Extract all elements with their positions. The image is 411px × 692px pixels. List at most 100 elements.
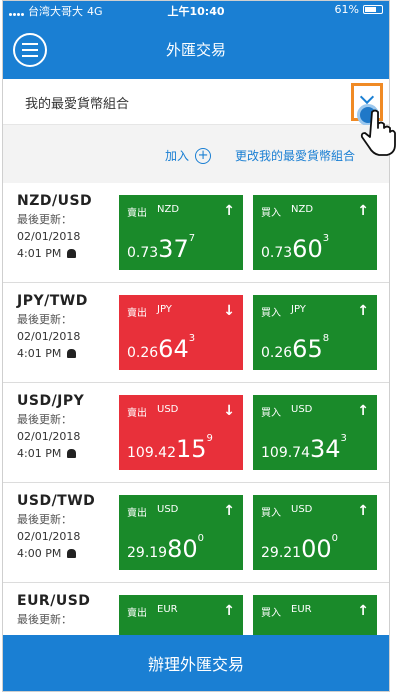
price-fraction: 0 — [331, 533, 339, 544]
quote-side-label: 賣出 — [127, 607, 147, 619]
pair-name: USD/JPY — [17, 393, 85, 409]
quote-label-group: 賣出 EUR — [127, 604, 178, 619]
sell-quote-button[interactable]: 賣出 USD ↑ 29.19800 — [119, 495, 243, 570]
update-time-row: 4:01 PM — [17, 345, 117, 362]
pair-row: JPY/TWD 最後更新： 02/01/2018 4:01 PM 賣出 JPY ↓ 0.266… — [3, 283, 389, 383]
quote-currency: EUR — [291, 603, 312, 615]
pair-name: JPY/TWD — [17, 293, 88, 309]
change-favorites-link[interactable]: 更改我的最愛貨幣組合 — [235, 149, 356, 163]
bell-icon[interactable] — [67, 449, 77, 458]
quote-label-group: 賣出 USD — [127, 504, 178, 519]
quote-label-group: 賣出 JPY — [127, 304, 172, 319]
pair-row: USD/TWD 最後更新： 02/01/2018 4:00 PM 賣出 USD ↑ 29.19… — [3, 483, 389, 583]
pair-row: NZD/USD 最後更新： 02/01/2018 4:01 PM 賣出 NZD ↑ 0.733… — [3, 183, 389, 283]
menu-icon-line — [22, 55, 38, 57]
quote-header: 買入 NZD ↑ — [261, 203, 369, 219]
quote-header: 賣出 USD ↑ — [127, 503, 235, 519]
arrow-up-icon: ↑ — [357, 403, 369, 419]
sell-quote-button[interactable]: 賣出 USD ↓ 109.42159 — [119, 395, 243, 470]
price-pips: 64 — [158, 335, 189, 363]
plus-circle-icon: + — [195, 147, 212, 164]
currency-pair-list: NZD/USD 最後更新： 02/01/2018 4:01 PM 賣出 NZD ↑ 0.733… — [3, 183, 389, 683]
quote-side-label: 買入 — [261, 307, 281, 319]
quote-side-label: 賣出 — [127, 507, 147, 519]
update-time-row: 4:00 PM — [17, 545, 117, 562]
add-link[interactable]: 加入 + — [165, 147, 212, 164]
price-pips: 80 — [167, 535, 198, 563]
update-time: 4:01 PM — [17, 447, 62, 460]
price-prefix: 0.73 — [261, 245, 293, 261]
status-time: 上午10:40 — [167, 5, 225, 18]
quote-price: 0.26643 — [127, 333, 235, 363]
update-date: 02/01/2018 — [17, 430, 81, 443]
status-left: 台湾大哥大 4G — [9, 3, 103, 19]
price-pips: 37 — [158, 235, 189, 263]
page-title: 外匯交易 — [165, 41, 226, 59]
quote-currency: USD — [291, 403, 313, 415]
quote-currency: JPY — [291, 303, 306, 315]
menu-icon-line — [22, 43, 38, 45]
quote-side-label: 買入 — [261, 407, 281, 419]
buy-quote-button[interactable]: 買入 JPY ↑ 0.26658 — [253, 295, 377, 370]
menu-button[interactable] — [13, 33, 47, 67]
buy-quote-button[interactable]: 買入 USD ↑ 109.74343 — [253, 395, 377, 470]
phone-screen: 台湾大哥大 4G 上午10:40 61% 外匯交易 我的最愛貨幣組合 加入 + … — [2, 0, 390, 692]
price-fraction: 9 — [206, 433, 213, 444]
quote-label-group: 賣出 NZD — [127, 204, 179, 219]
quote-price: 0.73603 — [261, 233, 369, 263]
battery-percent: 61% — [334, 3, 359, 16]
pair-row: USD/JPY 最後更新： 02/01/2018 4:01 PM 賣出 USD ↓ 109.4… — [3, 383, 389, 483]
quote-header: 買入 USD ↑ — [261, 503, 369, 519]
buy-quote-button[interactable]: 買入 NZD ↑ 0.73603 — [253, 195, 377, 270]
network-type: 4G — [87, 4, 103, 18]
price-prefix: 0.26 — [261, 345, 293, 361]
arrow-down-icon: ↓ — [223, 403, 235, 419]
quote-label-group: 買入 JPY — [261, 304, 306, 319]
sell-quote-button[interactable]: 賣出 JPY ↓ 0.26643 — [119, 295, 243, 370]
quote-label-group: 買入 EUR — [261, 604, 312, 619]
chevron-down-icon — [359, 89, 375, 105]
pair-info: JPY/TWD 最後更新： 02/01/2018 4:01 PM — [17, 293, 117, 362]
last-update-label: 最後更新： — [17, 213, 72, 226]
quote-price: 109.42159 — [127, 433, 235, 463]
update-time: 4:01 PM — [17, 247, 62, 260]
arrow-up-icon: ↑ — [357, 203, 369, 219]
quote-currency: EUR — [157, 603, 178, 615]
menu-icon-line — [22, 49, 38, 51]
carrier-name: 台湾大哥大 — [28, 5, 83, 18]
update-date: 02/01/2018 — [17, 230, 81, 243]
arrow-up-icon: ↑ — [357, 603, 369, 619]
quote-header: 賣出 EUR ↑ — [127, 603, 235, 619]
update-time-row: 4:01 PM — [17, 445, 117, 462]
add-label: 加入 — [165, 149, 190, 163]
sell-quote-button[interactable]: 賣出 NZD ↑ 0.73377 — [119, 195, 243, 270]
quote-label-group: 賣出 USD — [127, 404, 178, 419]
price-pips: 65 — [292, 335, 323, 363]
quote-header: 買入 EUR ↑ — [261, 603, 369, 619]
quote-header: 賣出 JPY ↓ — [127, 303, 235, 319]
app-header: 外匯交易 — [3, 19, 389, 79]
favorite-combo-selector[interactable]: 我的最愛貨幣組合 — [3, 79, 389, 126]
pair-info: NZD/USD 最後更新： 02/01/2018 4:01 PM — [17, 193, 117, 262]
price-prefix: 109.74 — [261, 445, 310, 461]
bell-icon[interactable] — [67, 349, 77, 358]
quote-currency: JPY — [157, 303, 172, 315]
price-pips: 60 — [292, 235, 323, 263]
quote-currency: NZD — [291, 203, 314, 215]
quote-currency: USD — [157, 503, 179, 515]
price-pips: 34 — [310, 435, 341, 463]
bell-icon[interactable] — [67, 249, 77, 258]
signal-icon — [9, 7, 24, 16]
quote-currency: NZD — [157, 203, 180, 215]
status-bar: 台湾大哥大 4G 上午10:40 61% — [3, 1, 389, 19]
arrow-up-icon: ↑ — [223, 603, 235, 619]
buy-quote-button[interactable]: 買入 USD ↑ 29.21000 — [253, 495, 377, 570]
quote-price: 0.73377 — [127, 233, 235, 263]
quote-header: 買入 USD ↑ — [261, 403, 369, 419]
price-pips: 15 — [176, 435, 207, 463]
price-fraction: 3 — [322, 233, 330, 244]
bell-icon[interactable] — [67, 549, 77, 558]
fx-transaction-button[interactable]: 辦理外匯交易 — [3, 635, 389, 691]
quote-side-label: 買入 — [261, 607, 281, 619]
price-fraction: 7 — [188, 233, 196, 244]
